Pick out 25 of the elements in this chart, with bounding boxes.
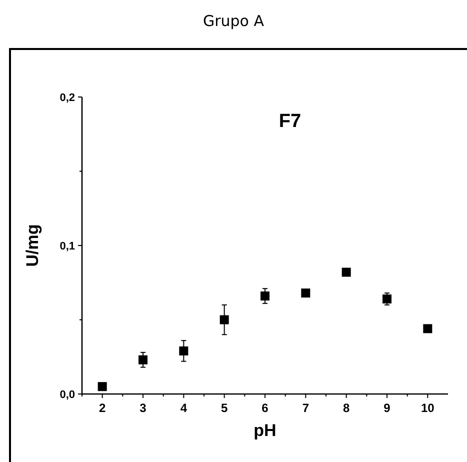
point <box>179 346 188 356</box>
x-tick-label: 4 <box>180 401 188 415</box>
x-tick-label: 5 <box>220 401 228 415</box>
x-tick-label: 3 <box>140 401 147 415</box>
chart-title: Grupo A <box>202 12 265 30</box>
x-tick-label: 6 <box>262 401 269 415</box>
x-tick-label: 9 <box>384 401 391 415</box>
y-axis-title: U/mg <box>23 224 42 267</box>
point <box>98 382 107 392</box>
point <box>382 294 392 304</box>
annotation: F7 <box>278 111 302 132</box>
point <box>220 315 229 324</box>
point <box>138 355 148 364</box>
point <box>301 288 310 298</box>
x-tick-label: 7 <box>302 401 310 415</box>
y-tick-label: 0,0 <box>60 389 75 401</box>
point <box>342 268 351 277</box>
x-tick-label: 2 <box>98 401 106 415</box>
x-tick-label: 10 <box>420 401 435 415</box>
x-tick-label: 8 <box>342 401 350 415</box>
point <box>260 291 270 300</box>
point <box>423 324 432 334</box>
y-tick-label: 0,2 <box>60 92 75 104</box>
y-tick-label: 0,1 <box>60 240 75 252</box>
x-axis-title: pH <box>254 421 276 440</box>
